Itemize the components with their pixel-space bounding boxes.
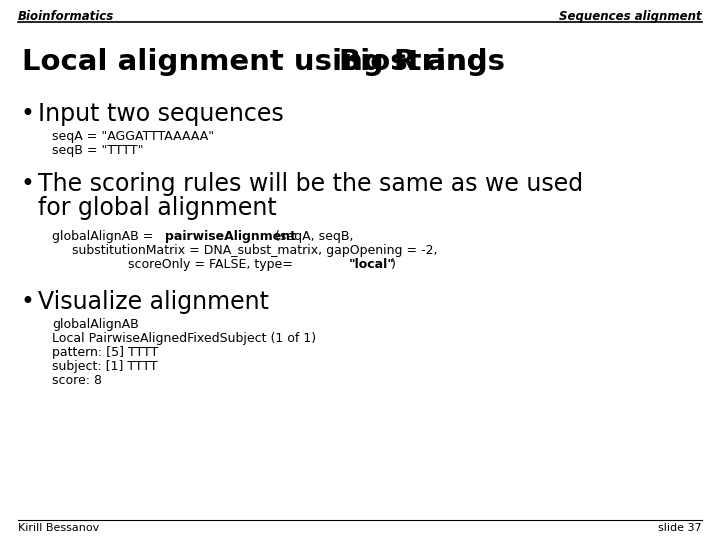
Text: •: • (20, 290, 34, 314)
Text: Biostrings: Biostrings (338, 48, 505, 76)
Text: pairwiseAlignment: pairwiseAlignment (165, 230, 296, 243)
Text: Visualize alignment: Visualize alignment (38, 290, 269, 314)
Text: seqB = "TTTT": seqB = "TTTT" (52, 144, 143, 157)
Text: •: • (20, 102, 34, 126)
Text: The scoring rules will be the same as we used: The scoring rules will be the same as we… (38, 172, 583, 196)
Text: globalAlignAB =: globalAlignAB = (52, 230, 158, 243)
Text: score: 8: score: 8 (52, 374, 102, 387)
Text: Local PairwiseAlignedFixedSubject (1 of 1): Local PairwiseAlignedFixedSubject (1 of … (52, 332, 316, 345)
Text: "local": "local" (349, 258, 395, 271)
Text: Local alignment using R and: Local alignment using R and (22, 48, 498, 76)
Text: Kirill Bessanov: Kirill Bessanov (18, 523, 99, 533)
Text: subject: [1] TTTT: subject: [1] TTTT (52, 360, 158, 373)
Text: Bioinformatics: Bioinformatics (18, 10, 114, 23)
Text: Sequences alignment: Sequences alignment (559, 10, 702, 23)
Text: substitutionMatrix = DNA_subst_matrix, gapOpening = -2,: substitutionMatrix = DNA_subst_matrix, g… (52, 244, 438, 257)
Text: globalAlignAB: globalAlignAB (52, 318, 139, 331)
Text: (seqA, seqB,: (seqA, seqB, (275, 230, 354, 243)
Text: Input two sequences: Input two sequences (38, 102, 284, 126)
Text: •: • (20, 172, 34, 196)
Text: seqA = "AGGATTTAAAAA": seqA = "AGGATTTAAAAA" (52, 130, 214, 143)
Text: for global alignment: for global alignment (38, 196, 276, 220)
Text: pattern: [5] TTTT: pattern: [5] TTTT (52, 346, 158, 359)
Text: slide 37: slide 37 (658, 523, 702, 533)
Text: ): ) (391, 258, 396, 271)
Text: scoreOnly = FALSE, type=: scoreOnly = FALSE, type= (52, 258, 293, 271)
